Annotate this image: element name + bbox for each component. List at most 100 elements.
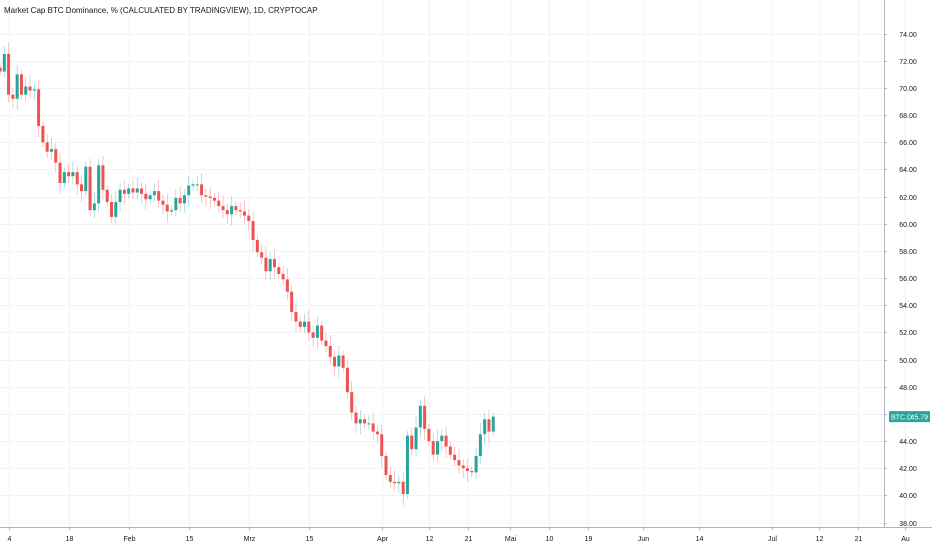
candle-body	[191, 184, 195, 186]
candle	[49, 137, 53, 160]
candle-body	[341, 355, 345, 368]
candle-body	[401, 481, 405, 495]
candle-body	[221, 206, 225, 211]
candle-body	[178, 197, 182, 204]
candle	[393, 470, 397, 492]
candle	[161, 194, 165, 215]
candle	[273, 249, 277, 279]
candle-body	[204, 195, 208, 197]
candle	[118, 183, 122, 212]
candle-body	[148, 195, 152, 200]
candle	[345, 359, 349, 399]
candle-body	[375, 431, 379, 435]
candle-body	[71, 172, 75, 177]
candle	[418, 399, 422, 438]
candle-body	[358, 419, 362, 424]
candle	[474, 447, 478, 479]
candle	[440, 429, 444, 451]
candle	[444, 425, 448, 458]
candle	[187, 176, 191, 207]
candle-body	[161, 200, 165, 205]
candle-body	[79, 184, 83, 192]
candle-body	[208, 196, 212, 198]
x-tick-label: Au	[901, 536, 910, 543]
x-tick-label: 21	[465, 536, 473, 543]
candle-body	[251, 221, 255, 241]
candle-body	[114, 202, 118, 217]
candle	[45, 134, 49, 159]
candle	[114, 190, 118, 225]
candle-body	[470, 470, 474, 473]
candle	[294, 302, 298, 333]
candle	[127, 183, 131, 199]
candle	[470, 466, 474, 478]
candle	[37, 79, 41, 138]
y-tick-label: 50.00	[899, 358, 917, 365]
y-tick-label: 54.00	[899, 303, 917, 310]
candle-body	[92, 203, 96, 211]
x-tick-label: 4	[8, 536, 12, 543]
candle	[453, 446, 457, 467]
candle-body	[435, 441, 439, 455]
y-tick-label: 62.00	[899, 195, 917, 202]
candle-body	[367, 423, 371, 425]
candle-body	[217, 200, 221, 207]
candle	[324, 332, 328, 353]
candle-body	[131, 188, 135, 193]
candle-body	[491, 416, 495, 432]
candle-body	[315, 325, 319, 338]
candle	[247, 209, 251, 231]
x-tick-label: 15	[186, 536, 194, 543]
x-tick-label: 18	[66, 536, 74, 543]
candle-body	[414, 427, 418, 450]
x-tick-label: 21	[855, 536, 863, 543]
candle	[315, 315, 319, 350]
candle-body	[311, 332, 315, 338]
chart-title: Market Cap BTC Dominance, % (CALCULATED …	[4, 6, 318, 15]
candle-body	[320, 325, 324, 341]
candle	[212, 193, 216, 206]
candle	[148, 190, 152, 205]
candle-body	[11, 94, 15, 99]
candle-body	[97, 165, 101, 204]
candle	[152, 183, 156, 202]
candle-body	[294, 312, 298, 322]
candle-body	[345, 367, 349, 393]
candle	[32, 82, 36, 101]
candle	[105, 185, 109, 207]
y-tick-label: 72.00	[899, 59, 917, 66]
candle-body	[264, 257, 268, 272]
price-badge-symbol: BTC.D	[891, 415, 912, 422]
candle-body	[28, 86, 32, 91]
x-tick-label: Mai	[505, 536, 517, 543]
candle	[97, 158, 101, 214]
candle-body	[328, 345, 332, 357]
candle	[414, 416, 418, 458]
candle-body	[24, 86, 28, 95]
candle	[71, 160, 75, 185]
candle-body	[324, 340, 328, 346]
candle	[101, 155, 105, 202]
candle-body	[423, 405, 427, 429]
candle-body	[388, 475, 392, 482]
candle	[367, 415, 371, 430]
candle-body	[75, 172, 79, 185]
x-tick-label: Apr	[377, 536, 389, 543]
candle-body	[144, 193, 148, 200]
x-tick-label: 10	[546, 536, 554, 543]
candle	[375, 425, 379, 444]
candle	[290, 285, 294, 322]
x-tick-label: 15	[306, 536, 314, 543]
candle-body	[2, 53, 6, 72]
price-badge-bg	[889, 411, 930, 423]
candle	[281, 265, 285, 286]
candle-body	[333, 356, 337, 367]
candle-body	[135, 188, 139, 193]
candle-body	[461, 465, 465, 469]
candle	[131, 180, 135, 199]
price-badge: BTC.D 45.79	[889, 411, 930, 423]
candle	[483, 412, 487, 444]
x-tick-label: Feb	[123, 536, 135, 543]
